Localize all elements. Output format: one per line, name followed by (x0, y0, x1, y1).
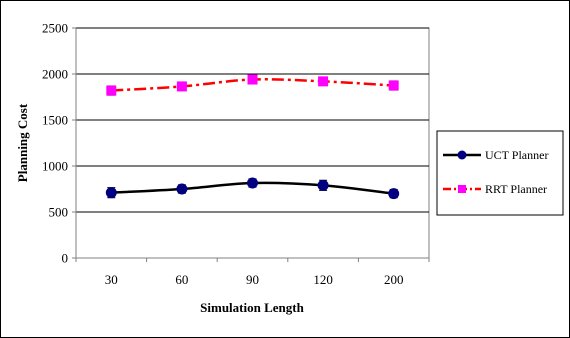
x-tick-label: 60 (175, 272, 188, 287)
legend: UCT Planner RRT Planner (436, 130, 564, 216)
y-tick-labels: 0 500 1000 1500 2000 2500 (42, 21, 68, 266)
legend-box (436, 130, 564, 216)
x-axis-title: Simulation Length (200, 300, 304, 315)
data-point (317, 179, 329, 191)
x-tick-label: 30 (105, 272, 118, 287)
data-point (106, 85, 117, 96)
y-tick-label: 2500 (42, 21, 68, 36)
series (105, 74, 400, 200)
series-1 (105, 177, 400, 200)
axes (72, 27, 430, 262)
y-tick-label: 0 (62, 251, 69, 266)
x-tick-label: 120 (313, 272, 333, 287)
y-tick-label: 500 (49, 205, 69, 220)
y-tick-label: 1000 (42, 159, 68, 174)
legend-marker (458, 185, 466, 193)
x-tick-label: 200 (384, 272, 404, 287)
legend-label: RRT Planner (485, 182, 547, 196)
grid-lines (76, 27, 429, 213)
legend-marker (457, 150, 467, 160)
x-tick-labels: 30 60 90 120 200 (105, 272, 404, 287)
series-2 (106, 74, 399, 96)
data-point (388, 80, 399, 91)
legend-label: UCT Planner (485, 148, 548, 162)
data-point (388, 188, 400, 200)
data-point (247, 177, 258, 189)
legend-item: UCT Planner (443, 148, 548, 162)
y-tick-label: 2000 (42, 67, 68, 82)
x-tick-label: 90 (246, 272, 259, 287)
legend-item: RRT Planner (443, 182, 547, 196)
data-point (247, 74, 258, 85)
y-axis-title: Planning Cost (15, 103, 30, 182)
data-point (318, 76, 329, 87)
data-point (176, 81, 187, 92)
data-point (176, 183, 188, 195)
data-point (105, 187, 117, 199)
plot-area (75, 27, 430, 259)
y-tick-label: 1500 (42, 113, 68, 128)
